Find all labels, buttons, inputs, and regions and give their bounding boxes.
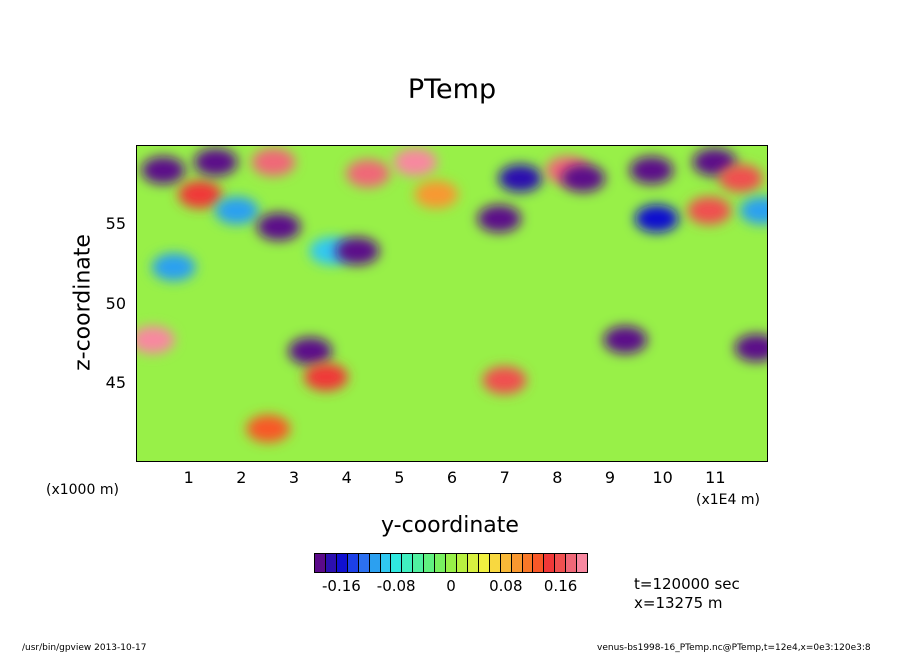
- colorbar-swatch: [315, 554, 326, 572]
- colorbar-swatch: [500, 554, 512, 572]
- colorbar-swatch: [489, 554, 501, 572]
- heatmap-feature: [246, 414, 291, 443]
- heatmap-feature: [498, 164, 543, 193]
- colorbar-swatch: [511, 554, 523, 572]
- y-unit-label: (x1000 m): [46, 482, 119, 498]
- y-tick-label: 55: [105, 214, 126, 233]
- colorbar-swatch: [336, 554, 348, 572]
- colorbar-swatch: [435, 554, 447, 572]
- heatmap-feature: [414, 180, 459, 209]
- colorbar-swatch: [533, 554, 545, 572]
- heatmap-feature: [739, 196, 767, 225]
- heatmap-feature: [629, 156, 674, 185]
- x-axis-label: y-coordinate: [381, 513, 519, 538]
- time-label: t=120000 sec: [634, 575, 740, 593]
- heatmap-feature: [393, 148, 438, 177]
- colorbar-swatch: [478, 554, 490, 572]
- footer-source: venus-bs1998-16_PTemp.nc@PTemp,t=12e4,x=…: [597, 643, 871, 653]
- x-tick-label: 6: [446, 468, 458, 487]
- heatmap-feature: [256, 212, 301, 241]
- colorbar-swatch: [446, 554, 457, 572]
- y-tick-label: 45: [105, 373, 126, 392]
- heatmap-feature: [634, 204, 679, 233]
- heatmap-feature: [151, 253, 196, 282]
- heatmap-feature: [477, 204, 522, 233]
- heatmap-feature: [734, 334, 767, 362]
- colorbar-swatch: [566, 554, 578, 572]
- x-tick-label: 4: [341, 468, 352, 487]
- colorbar-swatch: [467, 554, 479, 572]
- colorbar-swatch: [544, 554, 556, 572]
- x-tick-label: 3: [288, 468, 300, 487]
- colorbar-swatch: [402, 554, 414, 572]
- colorbar-tick-label: 0: [446, 577, 456, 595]
- heatmap-feature: [178, 180, 222, 209]
- colorbar-swatch: [358, 554, 370, 572]
- heatmap-feature: [137, 325, 175, 354]
- heatmap-feature: [687, 196, 732, 225]
- colorbar: [314, 553, 588, 573]
- heatmap-feature: [346, 159, 390, 188]
- heatmap-feature: [603, 325, 648, 354]
- heatmap-field: [137, 146, 767, 461]
- heatmap-feature: [251, 148, 296, 177]
- colorbar-tick-label: 0.08: [489, 577, 523, 595]
- x-tick-label: 7: [499, 468, 510, 487]
- heatmap-feature: [141, 156, 186, 185]
- heatmap-feature: [193, 148, 238, 177]
- colorbar-swatch: [380, 554, 392, 572]
- colorbar-swatch: [369, 554, 381, 572]
- heatmap-feature: [718, 164, 763, 193]
- colorbar-swatch: [577, 554, 588, 572]
- x-tick-label: 10: [652, 468, 673, 487]
- colorbar-tick-label: -0.16: [321, 577, 361, 595]
- x-tick-label: 11: [705, 468, 726, 487]
- x-tick-label: 1: [183, 468, 194, 487]
- colorbar-swatch: [424, 554, 436, 572]
- x-tick-label: 8: [552, 468, 563, 487]
- colorbar-swatch: [413, 554, 425, 572]
- colorbar-swatch: [347, 554, 359, 572]
- x-unit-label: (x1E4 m): [696, 492, 760, 508]
- colorbar-swatch: [522, 554, 534, 572]
- plot-area: [136, 145, 768, 462]
- x-tick-label: 2: [236, 468, 247, 487]
- heatmap-feature: [214, 196, 259, 225]
- colorbar-swatch: [391, 554, 403, 572]
- colorbar-tick-label: -0.08: [376, 577, 416, 595]
- y-axis-label: z-coordinate: [70, 234, 96, 371]
- colorbar-tick-label: 0.16: [543, 577, 578, 595]
- colorbar-swatch: [325, 554, 337, 572]
- x-tick-label: 9: [604, 468, 616, 487]
- heatmap-feature: [288, 337, 333, 366]
- x-tick-label: 5: [394, 468, 405, 487]
- heatmap-feature: [304, 363, 348, 391]
- chart-title: PTemp: [407, 74, 497, 105]
- colorbar-swatch: [456, 554, 468, 572]
- position-label: x=13275 m: [634, 594, 723, 612]
- colorbar-swatch: [555, 554, 567, 572]
- heatmap-feature: [335, 237, 380, 265]
- heatmap-feature: [482, 366, 527, 395]
- footer-command: /usr/bin/gpview 2013-10-17: [22, 643, 147, 653]
- y-tick-label: 50: [105, 294, 126, 313]
- heatmap-feature: [561, 164, 606, 193]
